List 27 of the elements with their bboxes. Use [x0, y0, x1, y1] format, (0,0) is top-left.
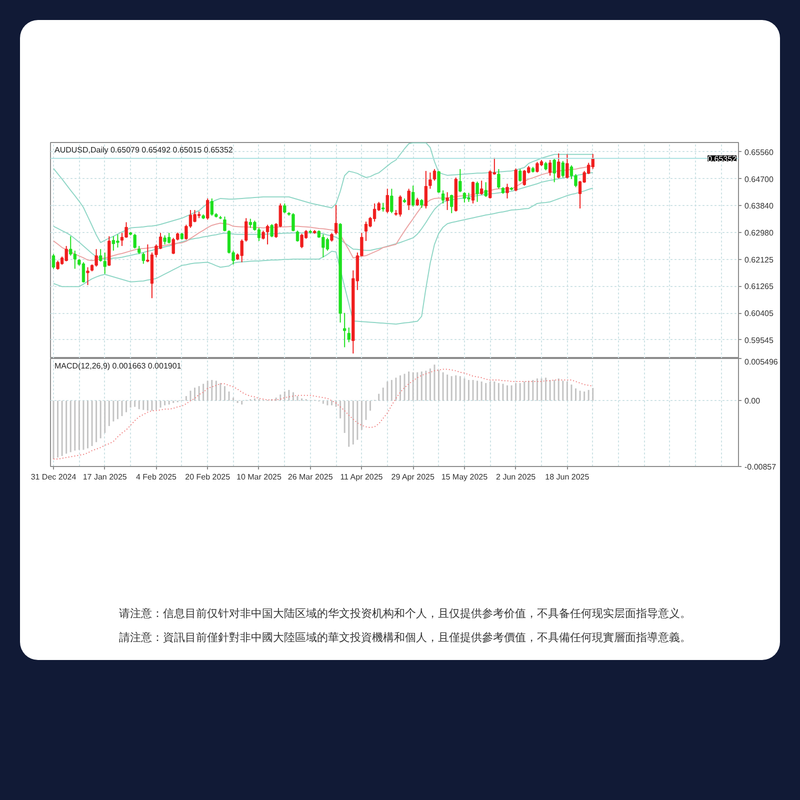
x-tick-label: 18 Jun 2025	[545, 472, 590, 482]
x-tick-label: 2 Jun 2025	[496, 472, 536, 482]
y-tick-label: 0.63840	[744, 202, 774, 211]
text: 请注意：信息目前仅针对非中国大陆区域的华文投资机构和个人，且仅提供参考价值，不具备任何现实层面指导意义。	[118, 606, 692, 622]
x-tick-label: 20 Feb 2025	[185, 472, 231, 482]
y-tick-label: 0.62980	[744, 228, 774, 238]
y-tick-label: 0.60405	[744, 309, 774, 318]
chart-title: AUDUSD,Daily 0.65079 0.65492 0.65015 0.65352	[54, 146, 234, 154]
y-tick-label: 0.65560	[744, 148, 774, 157]
y-tick-label: 0.61265	[744, 282, 774, 292]
x-tick-label: 31 Dec 2024	[30, 472, 77, 482]
x-tick-label: 4 Feb 2025	[136, 472, 178, 482]
chart-title: MACD(12,26,9) 0.001663 0.001901	[54, 362, 182, 371]
y-tick-label: -0.00857	[744, 462, 777, 472]
y-tick-label: 0.005496	[744, 358, 778, 367]
y-tick-label: 0.64700	[744, 174, 774, 184]
x-tick-label: 26 Mar 2025	[288, 472, 334, 482]
y-tick-label: 0.59545	[744, 336, 774, 345]
y-tick-label: 0.00	[744, 397, 761, 406]
ref-line-label: 0.65352	[708, 154, 738, 164]
y-tick-label: 0.62125	[744, 255, 774, 264]
x-tick-label: 29 Apr 2025	[391, 472, 435, 482]
x-tick-label: 10 Mar 2025	[236, 472, 282, 482]
x-tick-label: 11 Apr 2025	[340, 472, 384, 482]
x-tick-label: 15 May 2025	[441, 472, 488, 482]
x-tick-label: 17 Jan 2025	[82, 472, 128, 482]
text: 請注意：資訊目前僅針對非中國大陸區域的華文投資機構和個人，且僅提供參考價值，不具備任何現實層面指導意義。	[118, 630, 692, 646]
